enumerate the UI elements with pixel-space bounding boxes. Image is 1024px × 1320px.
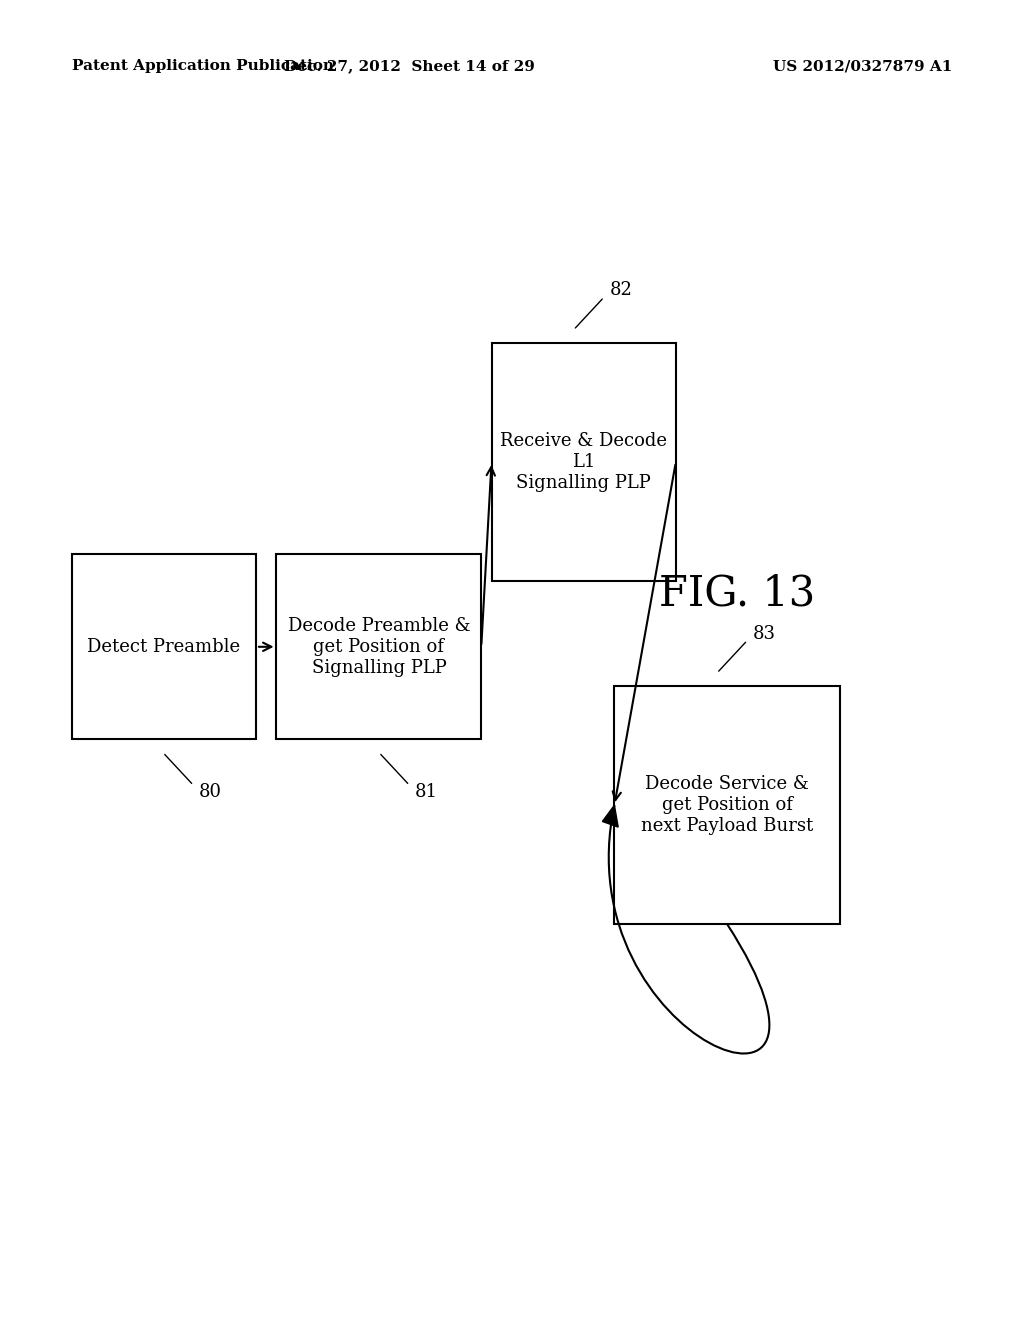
- Polygon shape: [602, 805, 618, 828]
- Text: Receive & Decode
L1
Signalling PLP: Receive & Decode L1 Signalling PLP: [500, 432, 668, 492]
- Text: 82: 82: [609, 281, 632, 300]
- Text: Patent Application Publication: Patent Application Publication: [72, 59, 334, 74]
- Text: Decode Preamble &
get Position of
Signalling PLP: Decode Preamble & get Position of Signal…: [288, 616, 470, 677]
- FancyBboxPatch shape: [276, 554, 481, 739]
- Text: Detect Preamble: Detect Preamble: [87, 638, 241, 656]
- Text: 83: 83: [753, 624, 775, 643]
- Text: 81: 81: [415, 783, 437, 801]
- Text: 80: 80: [199, 783, 221, 801]
- Text: US 2012/0327879 A1: US 2012/0327879 A1: [773, 59, 952, 74]
- FancyBboxPatch shape: [72, 554, 256, 739]
- Text: Decode Service &
get Position of
next Payload Burst: Decode Service & get Position of next Pa…: [641, 775, 813, 836]
- Text: Dec. 27, 2012  Sheet 14 of 29: Dec. 27, 2012 Sheet 14 of 29: [285, 59, 535, 74]
- Text: FIG. 13: FIG. 13: [659, 573, 815, 615]
- FancyBboxPatch shape: [492, 343, 676, 581]
- FancyBboxPatch shape: [614, 686, 840, 924]
